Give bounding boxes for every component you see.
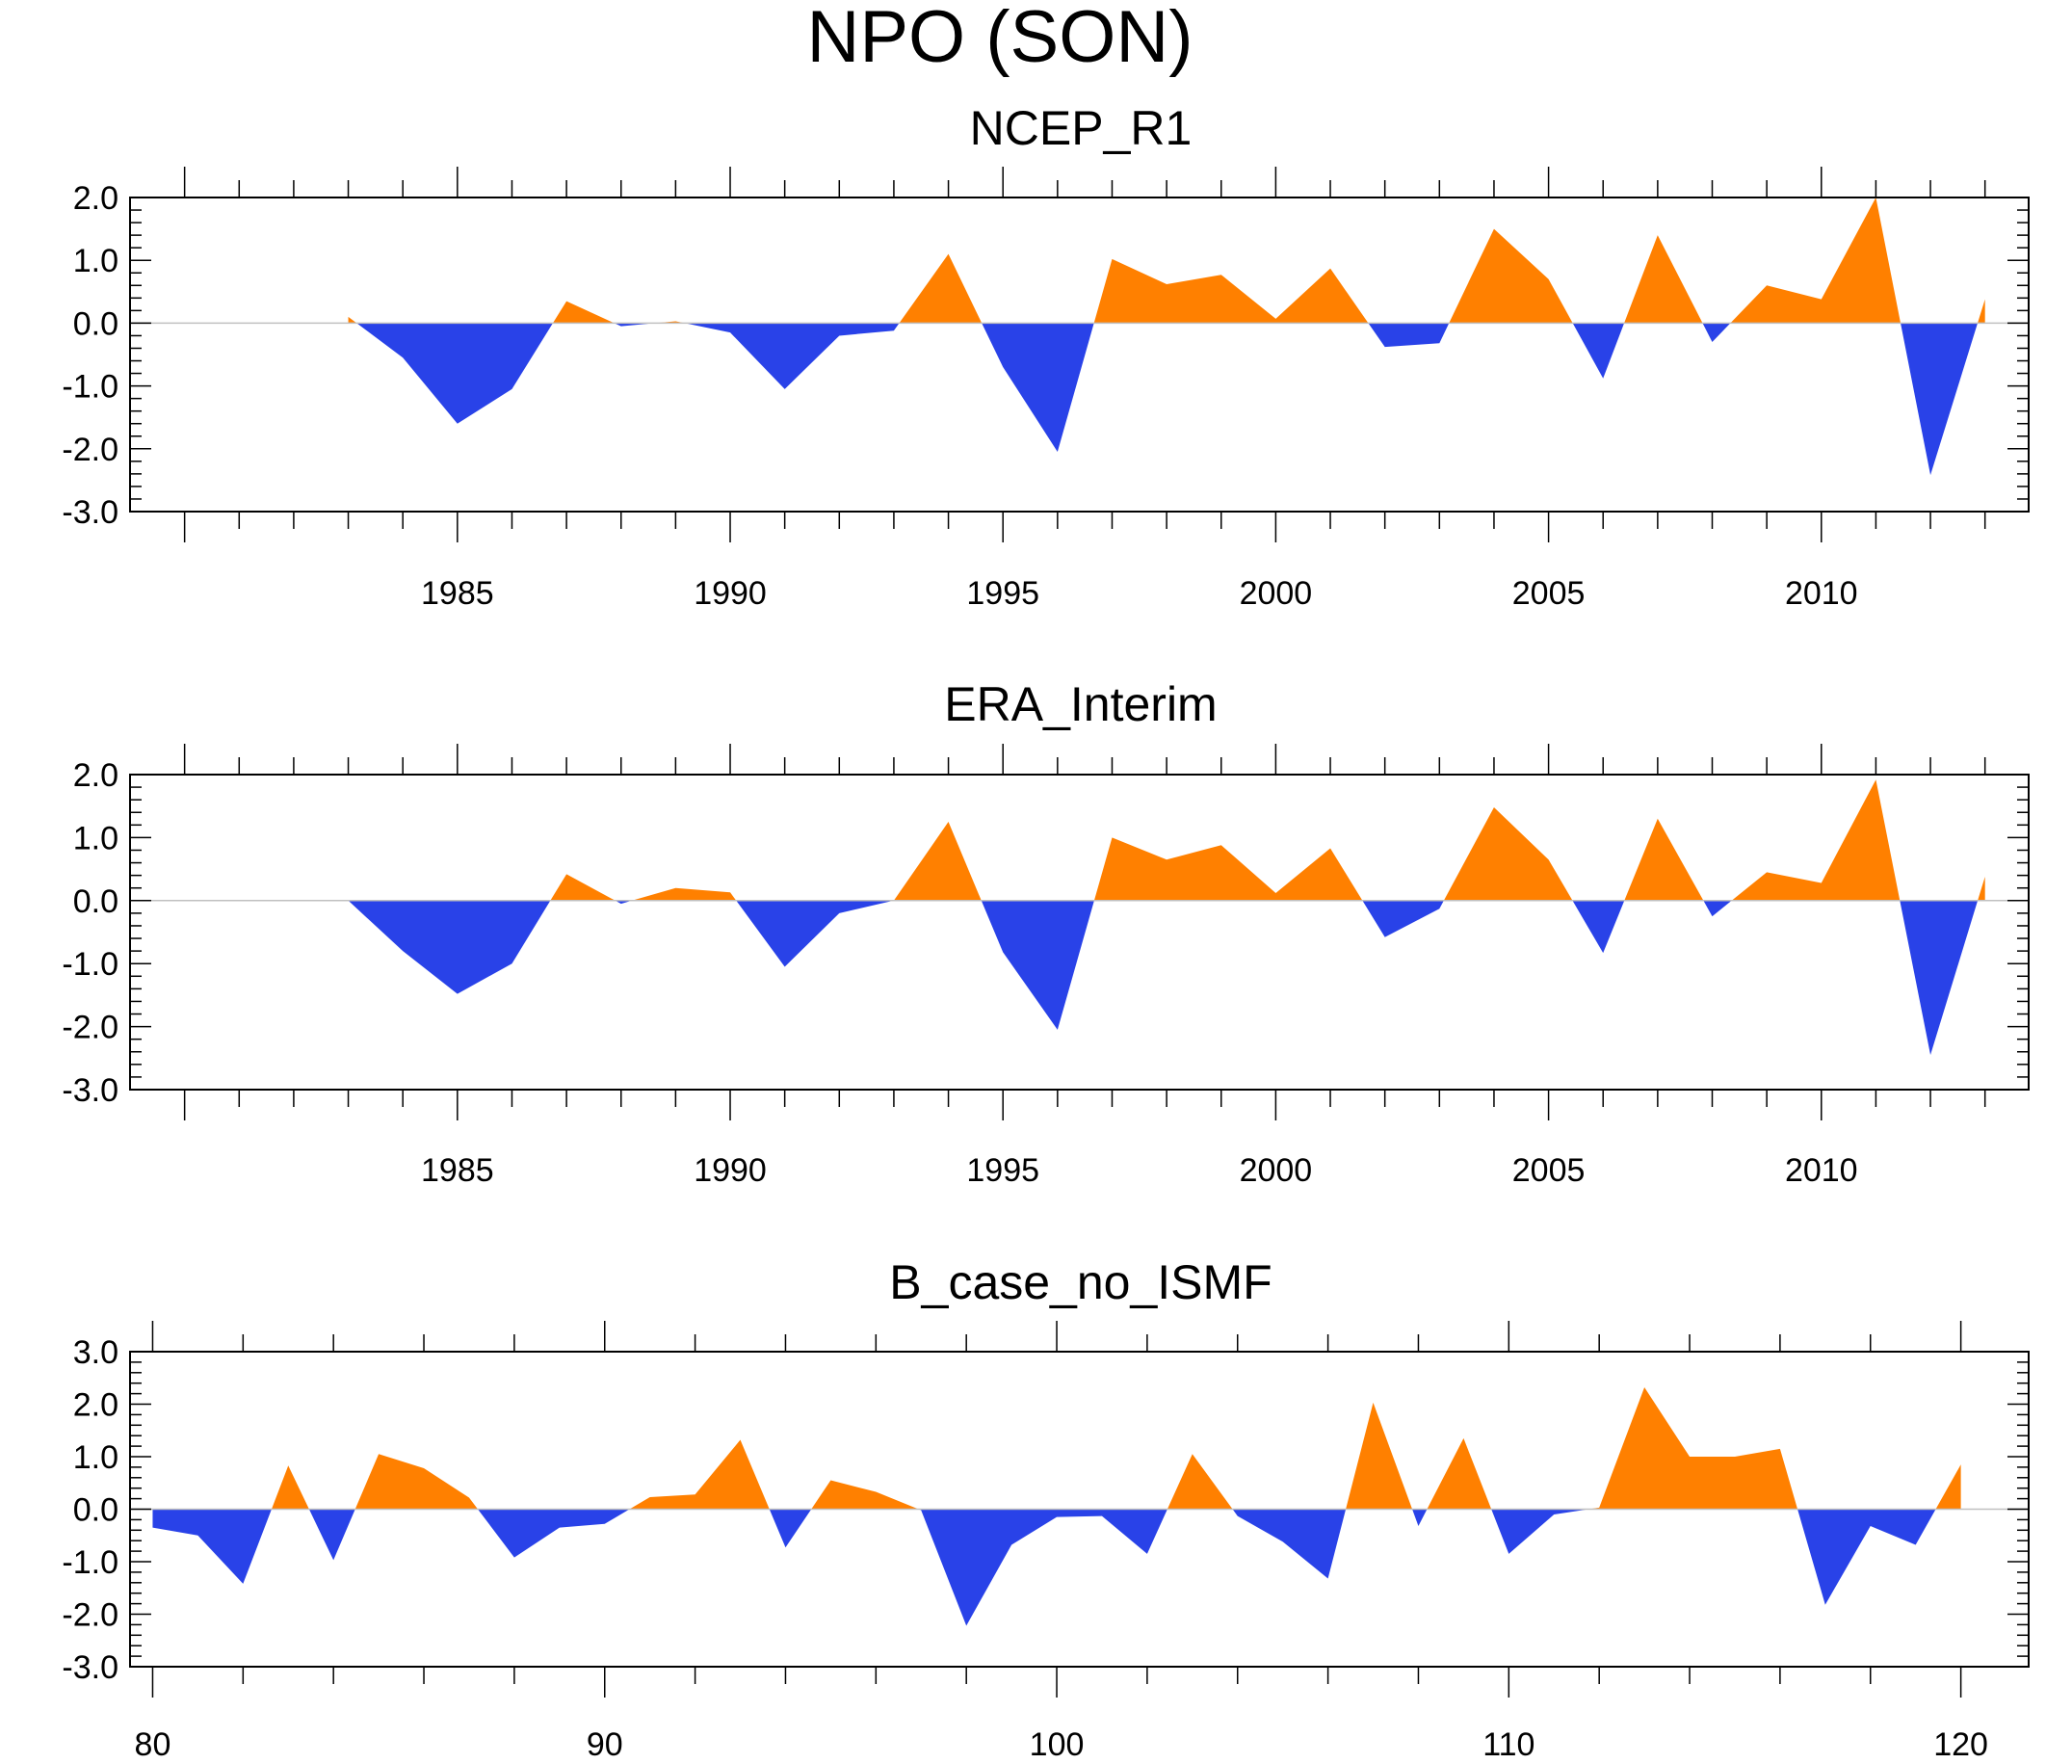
positive-area (348, 197, 1985, 324)
y-tick-label: -1.0 (62, 946, 118, 983)
x-tick-label: 1995 (966, 1152, 1039, 1189)
plot-area: 2.0 1.0 0.0 -1.0 -2.0 -3.0 1985 1990 1995 2000 200… (62, 744, 2030, 1189)
x-tick-label: 120 (1933, 1726, 1988, 1763)
y-tick-label: 0.0 (73, 305, 118, 342)
panel-era-interim: ERA_Interim 2.0 1.0 0.0 -1.0 -2.0 -3.0 1985 199… (62, 677, 2030, 1189)
x-tick-label: 110 (1482, 1726, 1534, 1763)
x-tick-label: 2010 (1785, 575, 1858, 612)
x-tick-label: 1995 (966, 575, 1039, 612)
plot-area: 3.0 2.0 1.0 0.0 -1.0 -2.0 -3.0 80 90 100 110 120 (62, 1321, 2030, 1763)
y-tick-label: -3.0 (62, 1072, 118, 1109)
x-tick-label: 2000 (1240, 1152, 1313, 1189)
x-tick-label: 1990 (694, 575, 767, 612)
x-tick-label: 2000 (1240, 575, 1313, 612)
x-tick-label: 1985 (421, 575, 494, 612)
plot-frame (129, 197, 2030, 513)
y-tick-label: 3.0 (73, 1334, 118, 1371)
panel-title: ERA_Interim (944, 677, 1217, 731)
y-tick-label: -2.0 (62, 1010, 118, 1046)
y-tick-label: 2.0 (73, 757, 118, 794)
y-tick-label: -2.0 (62, 1597, 118, 1634)
x-tick-label: 2005 (1512, 1152, 1586, 1189)
y-tick-label: -2.0 (62, 432, 118, 468)
y-tick-label: -1.0 (62, 369, 118, 406)
x-tick-label: 1990 (694, 1152, 767, 1189)
plot-area: 2.0 1.0 0.0 -1.0 -2.0 -3.0 1985 1990 1995 2000 200… (62, 167, 2030, 612)
y-tick-label: 1.0 (73, 820, 118, 856)
x-tick-label: 90 (587, 1726, 623, 1763)
figure-title: NPO (SON) (806, 0, 1193, 78)
y-tick-label: 0.0 (73, 1492, 118, 1529)
negative-area (348, 900, 1985, 1056)
y-tick-label: 0.0 (73, 883, 118, 920)
x-tick-label: 1985 (421, 1152, 494, 1189)
x-tick-label: 2005 (1512, 575, 1586, 612)
y-tick-label: -3.0 (62, 1649, 118, 1686)
negative-area (152, 1509, 1961, 1626)
x-tick-label: 80 (135, 1726, 171, 1763)
panel-title: NCEP_R1 (970, 101, 1193, 155)
y-tick-label: -1.0 (62, 1544, 118, 1581)
positive-area (152, 1387, 1961, 1510)
panel-b-case-no-ismf: B_case_no_ISMF 3.0 2.0 1.0 0.0 -1.0 -2.0 -3.0 8… (62, 1255, 2030, 1763)
positive-area (348, 779, 1985, 901)
x-tick-label: 100 (1030, 1726, 1085, 1763)
y-tick-label: 1.0 (73, 243, 118, 279)
panel-title: B_case_no_ISMF (889, 1255, 1272, 1309)
y-tick-label: 2.0 (73, 180, 118, 217)
y-tick-label: -3.0 (62, 494, 118, 531)
negative-area (348, 323, 1985, 476)
panel-ncep-r1: NCEP_R1 2.0 1.0 0.0 -1.0 -2.0 -3.0 1985 1990 199… (62, 101, 2030, 612)
plot-frame (129, 774, 2030, 1091)
x-tick-label: 2010 (1785, 1152, 1858, 1189)
y-tick-label: 2.0 (73, 1387, 118, 1424)
y-tick-label: 1.0 (73, 1439, 118, 1476)
